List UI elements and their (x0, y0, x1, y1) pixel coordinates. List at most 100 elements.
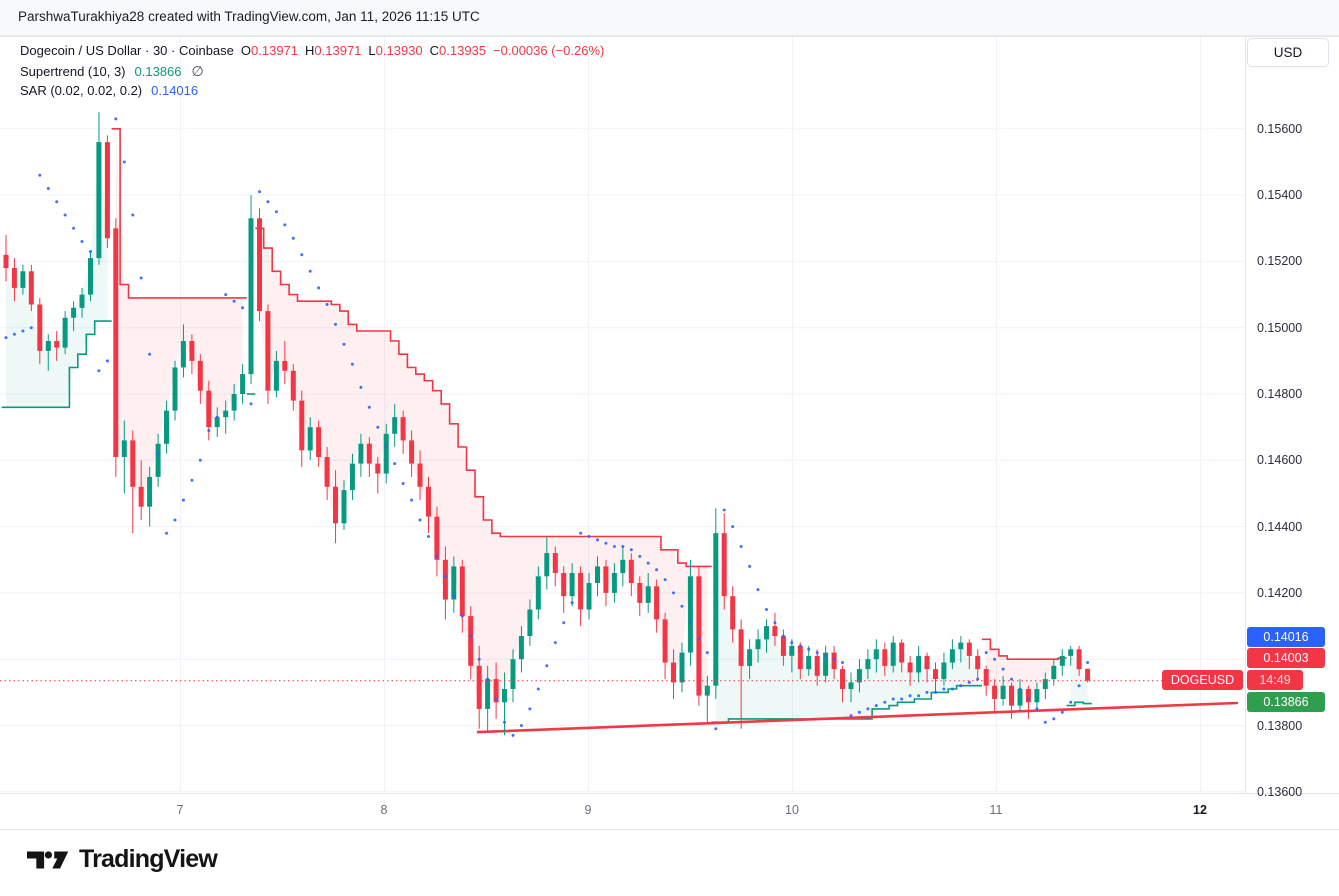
candle-body (865, 659, 871, 670)
candle-body (88, 258, 93, 295)
sar-dot (1001, 667, 1005, 671)
candle-body (426, 486, 431, 517)
candle-body (37, 304, 43, 351)
price-tick-label: 0.15000 (1257, 320, 1303, 335)
supertrend-line (255, 227, 712, 568)
sar-dot (562, 621, 566, 625)
candle-body (949, 649, 955, 663)
ohlc-value: 0.13971 (314, 43, 362, 58)
sar-dot (224, 293, 228, 297)
sar-dot (934, 690, 937, 694)
sar-dot (663, 578, 667, 582)
candle-body (780, 636, 786, 656)
sar-dot (824, 654, 828, 658)
supertrend-down-value-badge: 0.14003 (1247, 648, 1325, 668)
sar-dot (401, 482, 405, 485)
candle-body (848, 682, 854, 689)
sar-dot (105, 359, 109, 363)
candle-body (924, 655, 930, 670)
ohlc-value: 0.13971 (251, 43, 299, 58)
sar-dot (883, 700, 887, 704)
candle-body (392, 417, 398, 434)
sar-dot (781, 634, 785, 638)
sar-dot (1086, 661, 1090, 664)
sar-dot (148, 352, 152, 356)
sar-dot (646, 561, 650, 565)
symbol-legend-row[interactable]: Dogecoin / US Dollar · 30 · Coinbase O0.1… (20, 41, 604, 61)
candle-body (189, 341, 195, 361)
sar-dot (63, 213, 67, 217)
sar-dot (688, 621, 692, 625)
tradingview-logo[interactable]: TradingView (27, 845, 218, 874)
sar-dot (959, 684, 963, 688)
sar-dot (46, 187, 50, 190)
sar-dot (452, 594, 456, 598)
indicator-row-sar[interactable]: SAR (0.02, 0.02, 0.2) 0.14016 (20, 81, 604, 101)
candle-body (493, 679, 499, 703)
sar-dot (427, 535, 430, 538)
sar-dot (156, 452, 160, 456)
sar-dot (21, 329, 25, 333)
price-tick-label: 0.15400 (1257, 188, 1303, 203)
sar-dot (477, 657, 481, 661)
candle-body (333, 486, 338, 524)
currency-toggle-button[interactable]: USD (1247, 38, 1329, 67)
sar-dot (1043, 720, 1047, 724)
candle-body (899, 642, 905, 663)
sar-dot (367, 405, 371, 409)
supertrend-line (1, 320, 112, 409)
sar-dot (967, 680, 971, 684)
candle-body (1025, 689, 1031, 703)
sar-dot (841, 661, 844, 664)
sar-dot (207, 429, 211, 432)
candle-body (197, 360, 203, 391)
sar-dot (849, 714, 853, 718)
ohlc-key: O (240, 43, 252, 58)
sar-dot (900, 697, 904, 701)
sar-dot (494, 697, 498, 701)
sar-dot (714, 727, 718, 731)
sar-dot (739, 545, 743, 548)
candle-body (214, 417, 220, 428)
candle-body (831, 652, 837, 670)
price-tick-label: 0.15600 (1257, 121, 1303, 136)
candle-body (1000, 685, 1006, 699)
sar-dot (317, 286, 321, 290)
sar-dot (55, 200, 59, 204)
symbol-price-label: DOGEUSD (1162, 670, 1243, 690)
candle-body (290, 370, 296, 401)
sar-dot (181, 498, 185, 502)
candle-body (958, 642, 964, 650)
sar-dot (621, 545, 625, 548)
supertrend-value: 0.13866 (134, 64, 182, 79)
candle-body (349, 463, 355, 491)
candle-body (772, 626, 778, 636)
candle-body (992, 685, 998, 699)
sar-dot (638, 554, 642, 558)
candle-body (54, 341, 60, 348)
candle-body (240, 374, 246, 394)
candle-body (628, 559, 634, 583)
supertrend-fill (259, 228, 708, 709)
candle-body (704, 685, 710, 696)
sar-dot (173, 518, 177, 522)
candle-body (316, 427, 322, 457)
candle-body (307, 427, 313, 451)
supertrend-up-value-badge: 0.13866 (1247, 692, 1325, 712)
sar-dot (266, 200, 270, 204)
sar-dot (612, 545, 616, 548)
candle-body (409, 440, 415, 464)
sar-dot (1026, 697, 1030, 701)
candle-body (138, 486, 144, 507)
candle-body (104, 142, 110, 239)
candle-body (552, 553, 558, 573)
time-scale-axis[interactable] (0, 794, 1339, 829)
candle-body (1068, 649, 1074, 656)
indicator-row-supertrend[interactable]: Supertrend (10, 3) 0.13866 ∅ (20, 61, 604, 81)
price-tick-label: 0.14800 (1257, 387, 1303, 401)
trendline-drawing[interactable] (476, 701, 1239, 734)
supertrend-fill (6, 142, 108, 408)
ohlc-key: L (368, 43, 376, 58)
candle-body (282, 360, 288, 371)
